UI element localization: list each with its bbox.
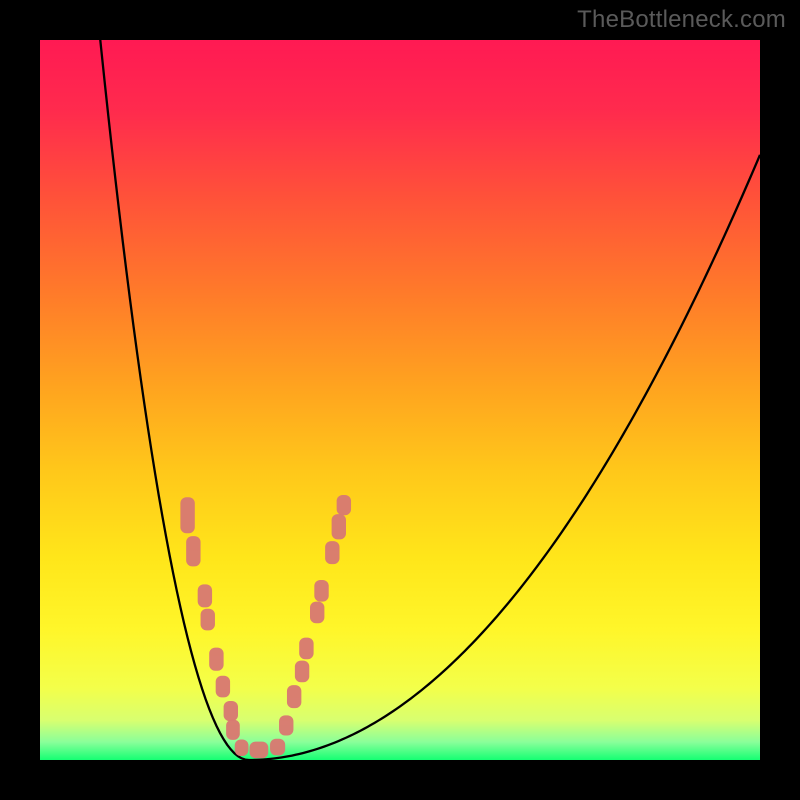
curve-marker [337, 495, 351, 515]
curve-marker [216, 676, 230, 698]
curve-marker [198, 584, 212, 607]
curve-marker [299, 638, 313, 660]
curve-marker [270, 739, 285, 756]
curve-marker [201, 609, 215, 631]
curve-marker [279, 715, 293, 735]
curve-marker [325, 541, 339, 564]
bottleneck-chart [0, 0, 800, 800]
curve-marker [287, 685, 301, 708]
chart-container: TheBottleneck.com [0, 0, 800, 800]
watermark: TheBottleneck.com [577, 6, 786, 34]
plot-background [40, 40, 760, 760]
curve-marker [314, 580, 328, 602]
curve-marker [209, 648, 223, 671]
curve-marker [310, 602, 324, 624]
curve-marker [226, 720, 240, 740]
curve-marker [235, 739, 249, 756]
curve-marker [332, 514, 346, 539]
curve-marker [295, 661, 309, 683]
curve-marker [224, 701, 238, 721]
curve-marker [250, 742, 269, 759]
curve-marker [186, 536, 200, 566]
curve-marker [180, 497, 194, 533]
